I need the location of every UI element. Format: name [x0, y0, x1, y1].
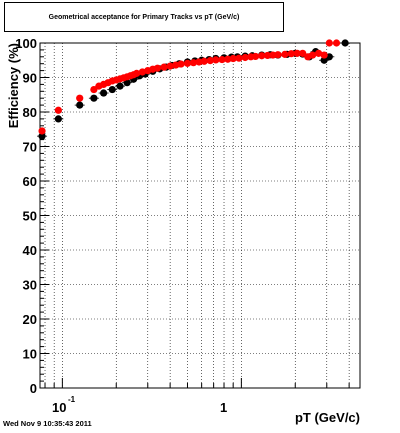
data-point — [38, 127, 46, 135]
y-tick-label: 50 — [23, 209, 37, 224]
data-point — [54, 115, 62, 123]
data-point — [38, 132, 46, 140]
y-tick-label: 90 — [23, 71, 37, 86]
data-point — [263, 51, 272, 60]
data-point — [133, 69, 141, 77]
data-point — [287, 50, 295, 58]
data-point — [308, 51, 317, 59]
data-point — [251, 52, 260, 61]
data-point — [189, 59, 198, 67]
x-tick-label-2: 1 — [220, 400, 227, 415]
data-point — [206, 56, 214, 65]
y-tick-labels: 0 10 20 30 40 50 60 70 80 90 100 — [15, 36, 37, 396]
data-point — [116, 82, 124, 90]
axis-ticks — [40, 42, 350, 389]
chart-title-box: Geometrical acceptance for Primary Track… — [4, 2, 284, 32]
data-point — [76, 101, 84, 109]
data-point — [281, 50, 289, 58]
data-point — [258, 52, 266, 60]
data-point — [229, 54, 237, 63]
chart-title: Geometrical acceptance for Primary Track… — [48, 13, 240, 21]
data-point — [320, 51, 328, 59]
y-tick-label: 30 — [23, 278, 37, 293]
data-point — [90, 94, 98, 102]
data-point — [241, 53, 249, 62]
data-point — [200, 57, 208, 65]
data-point — [274, 51, 282, 59]
timestamp: Wed Nov 9 10:35:43 2011 — [3, 419, 92, 428]
y-tick-label: 10 — [23, 347, 37, 362]
data-point — [212, 56, 220, 64]
data-point — [218, 55, 226, 64]
x-axis-label: pT (GeV/c) — [295, 410, 360, 425]
data-point — [90, 85, 98, 94]
x-tick-labels: 10 -1 1 — [52, 395, 227, 415]
data-point — [183, 59, 192, 67]
data-point — [235, 54, 243, 62]
data-point — [100, 89, 108, 97]
grid-lines — [40, 43, 360, 388]
x-tick-label-0: 10 — [52, 400, 66, 415]
data-point — [54, 106, 62, 114]
x-tick-label-1: -1 — [68, 395, 76, 404]
data-point — [325, 39, 333, 47]
data-point — [299, 49, 307, 57]
data-point — [177, 60, 185, 68]
data-point — [332, 39, 341, 47]
data-point — [314, 49, 323, 57]
y-tick-label: 40 — [23, 243, 37, 258]
series-1 — [38, 39, 341, 135]
data-point — [166, 62, 174, 70]
data-point — [160, 63, 168, 71]
data-points — [37, 39, 351, 140]
y-tick-label: 20 — [23, 312, 37, 327]
y-axis-label: Efficiency (%) — [6, 43, 21, 128]
data-point — [76, 94, 84, 102]
data-point — [320, 56, 328, 64]
y-tick-label: 100 — [15, 36, 37, 51]
data-point — [153, 64, 162, 72]
y-tick-label: 0 — [30, 381, 37, 396]
y-tick-label: 80 — [23, 105, 37, 120]
data-point — [341, 39, 349, 47]
data-point — [108, 85, 116, 94]
data-point — [224, 55, 232, 63]
data-point — [293, 49, 301, 57]
y-tick-label: 70 — [23, 140, 37, 155]
y-tick-label: 60 — [23, 174, 37, 189]
